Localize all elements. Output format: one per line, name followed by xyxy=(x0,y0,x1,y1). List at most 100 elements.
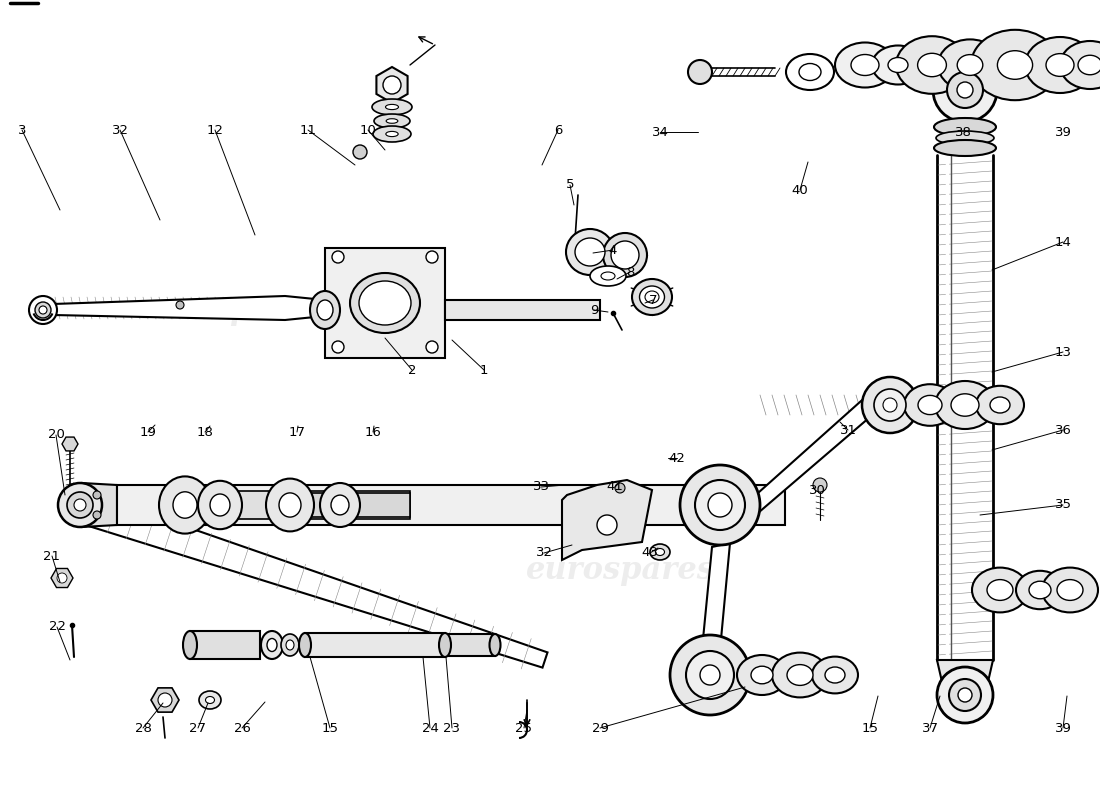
Circle shape xyxy=(332,341,344,353)
Text: 22: 22 xyxy=(48,621,66,634)
Text: 5: 5 xyxy=(565,178,574,191)
Bar xyxy=(310,493,410,517)
Bar xyxy=(324,248,446,358)
Ellipse shape xyxy=(279,493,301,517)
Ellipse shape xyxy=(386,118,398,123)
Ellipse shape xyxy=(987,579,1013,600)
Bar xyxy=(305,633,446,657)
Text: 27: 27 xyxy=(189,722,207,734)
Circle shape xyxy=(176,301,184,309)
Text: 2: 2 xyxy=(408,363,416,377)
Ellipse shape xyxy=(350,273,420,333)
Ellipse shape xyxy=(812,657,858,694)
Ellipse shape xyxy=(372,99,412,115)
Text: 39: 39 xyxy=(1055,722,1071,734)
Ellipse shape xyxy=(751,666,773,684)
Ellipse shape xyxy=(1057,579,1084,600)
Ellipse shape xyxy=(261,631,283,659)
Text: 11: 11 xyxy=(299,123,317,137)
Circle shape xyxy=(947,72,983,108)
Ellipse shape xyxy=(1046,54,1074,76)
Circle shape xyxy=(94,491,101,499)
Bar xyxy=(117,485,785,525)
Ellipse shape xyxy=(386,131,398,137)
Ellipse shape xyxy=(280,634,299,656)
Circle shape xyxy=(35,302,51,318)
Text: 29: 29 xyxy=(592,722,608,734)
Circle shape xyxy=(933,58,997,122)
Ellipse shape xyxy=(998,50,1033,79)
Ellipse shape xyxy=(656,549,664,555)
Ellipse shape xyxy=(737,655,786,695)
Ellipse shape xyxy=(772,653,828,698)
Ellipse shape xyxy=(1028,581,1050,598)
Ellipse shape xyxy=(1078,55,1100,74)
Ellipse shape xyxy=(1042,568,1098,613)
Text: 18: 18 xyxy=(197,426,213,438)
Ellipse shape xyxy=(872,46,924,85)
Ellipse shape xyxy=(799,63,821,81)
Text: 41: 41 xyxy=(606,481,624,494)
Text: 30: 30 xyxy=(808,483,825,497)
Circle shape xyxy=(708,493,732,517)
Text: 15: 15 xyxy=(321,722,339,734)
Polygon shape xyxy=(937,660,993,695)
Circle shape xyxy=(57,573,67,583)
Circle shape xyxy=(813,478,827,492)
Polygon shape xyxy=(53,296,324,320)
Polygon shape xyxy=(70,490,548,667)
Circle shape xyxy=(688,60,712,84)
Circle shape xyxy=(700,665,720,685)
Text: 4: 4 xyxy=(608,243,617,257)
Ellipse shape xyxy=(267,638,277,651)
Circle shape xyxy=(383,76,402,94)
Text: 19: 19 xyxy=(140,426,156,438)
Text: 17: 17 xyxy=(288,426,306,438)
Polygon shape xyxy=(82,483,117,527)
Ellipse shape xyxy=(1016,571,1064,610)
Polygon shape xyxy=(376,67,408,103)
Circle shape xyxy=(874,389,906,421)
Circle shape xyxy=(862,377,918,433)
Ellipse shape xyxy=(896,36,968,94)
Ellipse shape xyxy=(938,39,1002,90)
Circle shape xyxy=(332,251,344,263)
Text: 43: 43 xyxy=(641,546,659,559)
Text: 10: 10 xyxy=(360,123,376,137)
Ellipse shape xyxy=(835,42,895,87)
Circle shape xyxy=(426,251,438,263)
Ellipse shape xyxy=(957,54,982,75)
Text: 32: 32 xyxy=(111,123,129,137)
Text: 33: 33 xyxy=(532,481,550,494)
Ellipse shape xyxy=(566,229,614,275)
Circle shape xyxy=(695,480,745,530)
Ellipse shape xyxy=(917,54,946,77)
Text: 26: 26 xyxy=(233,722,251,734)
Ellipse shape xyxy=(575,238,605,266)
Text: 1: 1 xyxy=(480,363,488,377)
Ellipse shape xyxy=(918,395,942,414)
Circle shape xyxy=(680,465,760,545)
Ellipse shape xyxy=(490,634,500,656)
Ellipse shape xyxy=(632,279,672,315)
Ellipse shape xyxy=(645,291,659,303)
Ellipse shape xyxy=(299,633,311,657)
Text: 28: 28 xyxy=(134,722,152,734)
Text: 31: 31 xyxy=(839,423,857,437)
Text: 20: 20 xyxy=(47,429,65,442)
Circle shape xyxy=(29,296,57,324)
Text: 42: 42 xyxy=(669,451,685,465)
Text: 7: 7 xyxy=(649,294,658,306)
Circle shape xyxy=(937,667,993,723)
Text: 16: 16 xyxy=(364,426,382,438)
Ellipse shape xyxy=(317,300,333,320)
Text: 3: 3 xyxy=(18,123,26,137)
Ellipse shape xyxy=(934,118,996,136)
Polygon shape xyxy=(562,480,652,560)
Polygon shape xyxy=(151,688,179,712)
Ellipse shape xyxy=(650,544,670,560)
Ellipse shape xyxy=(971,30,1059,100)
Ellipse shape xyxy=(183,631,197,659)
Text: 38: 38 xyxy=(955,126,971,138)
Ellipse shape xyxy=(439,633,451,657)
